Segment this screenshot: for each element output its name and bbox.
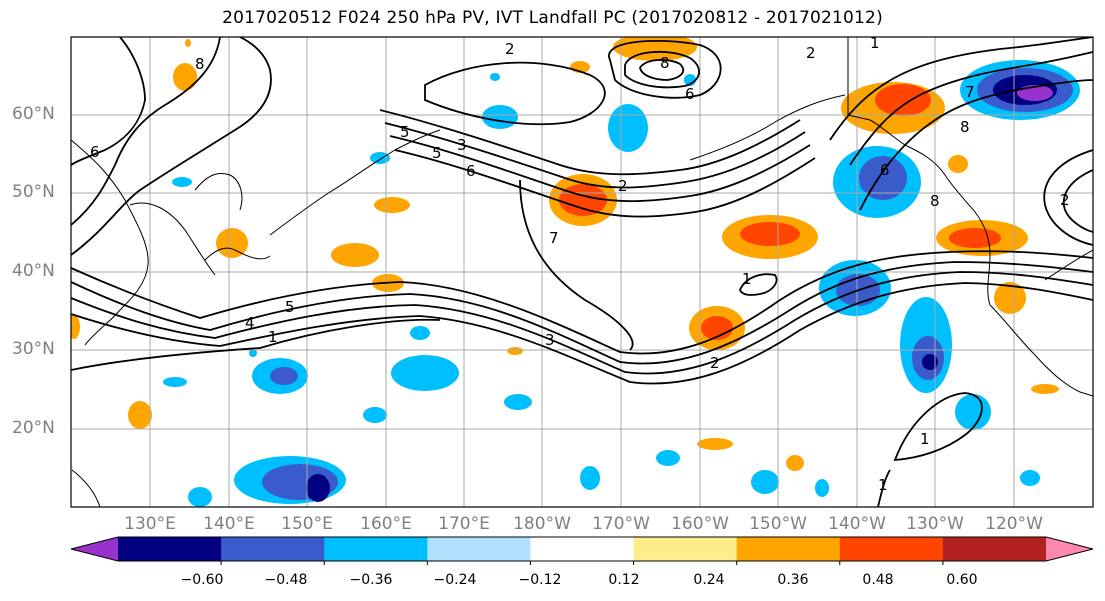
lon-label: 150°E	[281, 514, 333, 534]
contour-label: 2	[806, 44, 816, 62]
contour-label: 1	[870, 34, 880, 52]
contour-label: 2	[710, 354, 720, 372]
contour-label: 1	[742, 270, 752, 288]
contour-label: 7	[965, 83, 975, 101]
contour-labels: 2 8 6 5 6 2 7 5 5 6 2 4 1 3 7 2 1 6 8 2 …	[90, 34, 1070, 494]
lon-label: 140°W	[828, 514, 886, 534]
colorbar-tick-label: −0.12	[518, 572, 562, 588]
colorbar-tick-label: 0.36	[777, 572, 809, 588]
colorbar-left-extension	[71, 537, 118, 561]
colorbar-segment	[427, 537, 531, 561]
colorbar-tick-label: 0.48	[862, 572, 894, 588]
lat-label: 40°N	[12, 261, 55, 281]
contour-label: 2	[618, 177, 628, 195]
contour-label: 3	[545, 331, 555, 349]
contour-label: 8	[660, 54, 670, 72]
contour-label: 7	[549, 229, 559, 247]
colorbar-tick-label: 0.12	[608, 572, 640, 588]
colorbar-segment	[324, 537, 428, 561]
lon-label: 160°E	[360, 514, 412, 534]
contour-label: 6	[685, 85, 695, 103]
contour-label: 1	[878, 476, 888, 494]
lon-label: 140°E	[203, 514, 255, 534]
contour-label: 5	[285, 298, 295, 316]
map-title: 2017020512 F024 250 hPa PV, IVT Landfall…	[222, 8, 883, 28]
lon-label: 160°W	[671, 514, 729, 534]
pv-contours	[71, 37, 1093, 507]
colorbar-tick-label: −0.48	[264, 572, 308, 588]
lon-label: 120°W	[985, 514, 1043, 534]
colorbar-segment	[633, 537, 738, 561]
lat-label: 60°N	[12, 104, 55, 124]
colorbar-segment	[118, 537, 222, 561]
colorbar-outline	[70, 536, 1094, 562]
colorbar-tick-label: 0.60	[946, 572, 978, 588]
colorbar-segment	[221, 537, 325, 561]
colorbar-segment	[942, 537, 1047, 561]
colorbar-tick-label: −0.60	[180, 572, 224, 588]
colorbar-segment	[736, 537, 841, 561]
lon-label: 170°E	[438, 514, 490, 534]
lat-label: 30°N	[12, 339, 55, 359]
positive-anomaly-fill	[71, 37, 1059, 471]
contour-label: 5	[400, 123, 410, 141]
contour-label: 8	[930, 192, 940, 210]
colorbar-tick-label: −0.36	[349, 572, 393, 588]
contour-label: 4	[245, 314, 255, 332]
contour-label: 6	[466, 162, 476, 180]
contour-label: 5	[432, 144, 442, 162]
contour-label: 6	[90, 143, 100, 161]
lon-label: 180°W	[513, 514, 571, 534]
contour-label: 2	[505, 40, 515, 58]
lon-label: 170°W	[592, 514, 650, 534]
colorbar-tick-label: −0.24	[433, 572, 477, 588]
colorbar-segment	[530, 537, 635, 561]
lon-label: 150°W	[749, 514, 807, 534]
contour-label: 2	[1060, 191, 1070, 209]
colorbar-tick-label: 0.24	[693, 572, 725, 588]
colorbar	[70, 536, 1094, 565]
colorbar-segment	[839, 537, 944, 561]
lon-label: 130°W	[906, 514, 964, 534]
contour-label: 3	[457, 136, 467, 154]
contour-label: 1	[268, 328, 278, 346]
map-frame	[70, 36, 1094, 508]
lon-label: 130°E	[124, 514, 176, 534]
contour-label: 8	[960, 118, 970, 136]
lat-label: 20°N	[12, 418, 55, 438]
coastlines	[71, 37, 1093, 507]
contour-label: 1	[920, 430, 930, 448]
contour-label: 8	[195, 55, 205, 73]
contour-label: 6	[880, 161, 890, 179]
lat-label: 50°N	[12, 182, 55, 202]
colorbar-right-extension	[1046, 537, 1093, 561]
